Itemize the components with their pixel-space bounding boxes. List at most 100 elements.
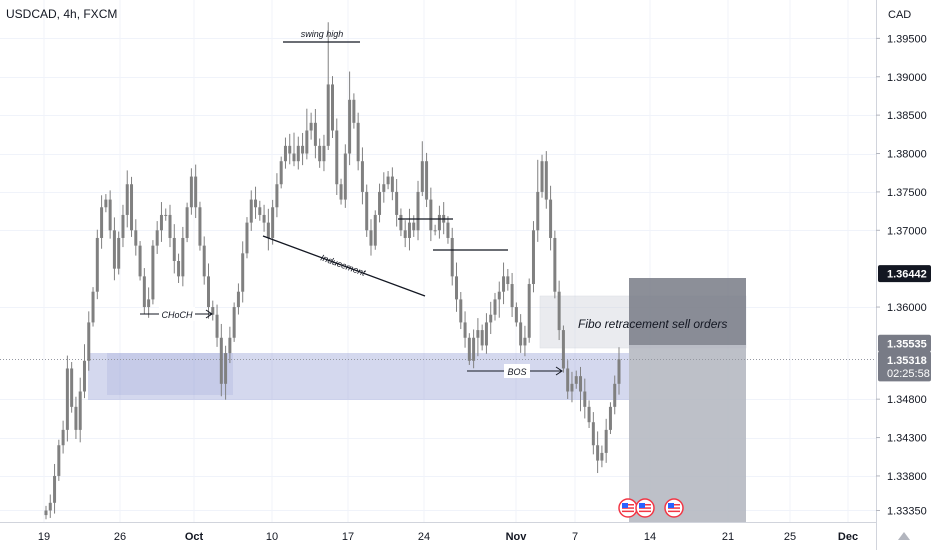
candle-body: [523, 337, 527, 346]
short-position-target[interactable]: [629, 345, 746, 522]
us-flag-event-icon[interactable]: [664, 498, 684, 518]
candle-body: [476, 330, 480, 338]
candle-body: [360, 161, 364, 192]
candle-body: [100, 207, 104, 238]
candle-body: [613, 383, 617, 407]
price-tick-label: 1.38500: [887, 110, 927, 122]
candle-body: [322, 145, 326, 162]
choch-arrowhead: [205, 309, 213, 319]
candle-body: [283, 145, 287, 162]
candle-body: [403, 230, 407, 238]
time-tick-label: 17: [342, 531, 354, 543]
candle-body: [583, 391, 587, 407]
price-badge[interactable]: [878, 351, 931, 382]
bos-label-bg: [504, 364, 530, 378]
price-badge-label: 1.35535: [887, 338, 927, 350]
candle-body: [497, 291, 501, 300]
candle-body: [331, 84, 334, 131]
candle-body: [604, 429, 608, 453]
time-tick-label: 25: [784, 531, 796, 543]
price-tick-label: 1.39500: [887, 33, 927, 45]
candle-body: [121, 214, 125, 238]
candle-body: [266, 222, 270, 238]
time-tick-label: 7: [572, 531, 578, 543]
currency-label[interactable]: CAD: [888, 9, 912, 21]
time-axis[interactable]: [0, 522, 876, 550]
candle-body: [506, 276, 510, 285]
candle-body: [557, 291, 561, 331]
candle-body: [288, 145, 292, 154]
candle-body: [271, 207, 275, 238]
candle-body: [510, 284, 514, 308]
time-tick-label: 24: [418, 531, 430, 543]
candle-body: [544, 161, 548, 200]
candle-body: [219, 337, 223, 384]
candle-body: [177, 261, 181, 277]
candle-body: [386, 176, 390, 185]
candle-body: [82, 360, 86, 392]
short-position-stop[interactable]: [629, 278, 746, 345]
candle-body: [369, 230, 373, 246]
candle-body: [228, 337, 232, 354]
candle-body: [407, 222, 411, 238]
price-badge[interactable]: [878, 265, 931, 283]
candle-body: [600, 452, 604, 461]
candle-body: [472, 337, 476, 361]
candle-body: [553, 237, 557, 292]
candle-body: [467, 337, 471, 361]
candle-body: [446, 222, 450, 238]
price-badge[interactable]: [878, 334, 931, 352]
countdown-label: 02:25:58: [887, 368, 930, 380]
candle-body: [455, 276, 459, 300]
candle-body: [78, 391, 82, 430]
candle-body: [181, 237, 185, 277]
candle-body: [596, 445, 600, 461]
candle-body: [352, 99, 356, 123]
candle-body: [292, 153, 296, 162]
candle-body: [429, 199, 433, 231]
candle-body: [348, 99, 352, 154]
symbol-label[interactable]: USDCAD, 4h, FXCM: [6, 7, 118, 21]
candle-body: [172, 237, 176, 261]
candle-body: [463, 322, 467, 338]
candle-body: [617, 359, 621, 384]
candle-body: [245, 222, 249, 254]
candle-body: [236, 291, 240, 308]
candle-body: [566, 368, 570, 392]
candle-body: [151, 245, 155, 300]
candle-body: [574, 376, 578, 384]
candle-body: [61, 429, 65, 446]
settings-gear-icon[interactable]: [898, 532, 910, 540]
candle-body: [373, 214, 377, 246]
price-tick-label: 1.34300: [887, 433, 927, 445]
time-tick-label: 21: [722, 531, 734, 543]
candle-body: [514, 307, 518, 323]
candle-body: [48, 502, 52, 511]
candle-body: [275, 184, 279, 208]
candle-body: [198, 207, 202, 246]
us-flag-event-icon[interactable]: [635, 498, 655, 518]
candle-body: [117, 237, 121, 269]
candle-body: [608, 406, 612, 430]
time-tick-label: Oct: [185, 531, 204, 543]
candle-body: [484, 322, 488, 346]
us-flag-event-icon[interactable]: [618, 498, 638, 518]
candle-body: [53, 475, 57, 503]
price-badge-label: 1.36442: [887, 269, 927, 281]
candle-body: [570, 383, 574, 392]
candle-body: [125, 184, 129, 215]
candle-body: [224, 353, 228, 384]
fibo-label: Fibo retracement sell orders: [578, 317, 727, 331]
price-tick-label: 1.36000: [887, 302, 927, 314]
candle-body: [168, 214, 172, 238]
price-tick-label: 1.33800: [887, 471, 927, 483]
demand-zone[interactable]: [88, 353, 629, 400]
inducement-line[interactable]: [262, 235, 426, 297]
candle-body: [365, 191, 369, 231]
time-tick-label: 26: [114, 531, 126, 543]
candle-body: [65, 368, 69, 430]
candle-body: [531, 230, 535, 285]
candle-body: [425, 161, 429, 200]
candle-body: [91, 291, 95, 323]
